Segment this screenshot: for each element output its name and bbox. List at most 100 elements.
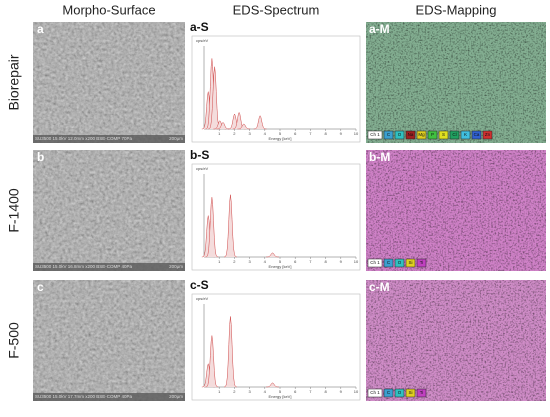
x-tick-label: 5 — [279, 131, 282, 136]
x-tick-label: 4 — [264, 389, 267, 394]
legend-swatch — [405, 130, 416, 140]
y-axis-label: cps/eV — [196, 296, 209, 301]
x-tick-label: 1 — [218, 131, 221, 136]
legend-label: O — [398, 132, 402, 137]
spectrum-peak — [237, 123, 251, 130]
sem-texture — [33, 280, 185, 401]
legend-label: Ch 1 — [370, 132, 380, 137]
legend-label: O — [398, 260, 402, 265]
x-tick-label: 8 — [324, 259, 327, 264]
x-tick-label: 8 — [324, 131, 327, 136]
x-tick-label: 8 — [324, 389, 327, 394]
legend-label: Cl — [452, 132, 456, 137]
sem-info-bar — [33, 393, 185, 401]
spectrum-peak — [265, 382, 279, 388]
map-grain — [366, 22, 546, 143]
x-tick-label: 10 — [354, 131, 359, 136]
legend-label: Na — [408, 132, 414, 137]
row-label: F-1400 — [6, 188, 22, 233]
sem-info-bar — [33, 263, 185, 271]
legend-label: P — [431, 132, 434, 137]
legend-label: Ch 1 — [370, 260, 380, 265]
spectrum-peak — [216, 122, 230, 130]
column-header: EDS-Mapping — [416, 2, 497, 17]
row-label: F-500 — [6, 322, 22, 359]
legend-label: C — [387, 390, 391, 395]
legend-label: S — [442, 132, 445, 137]
map-grain — [366, 150, 546, 271]
sem-info-bar — [33, 135, 185, 143]
sem-texture — [33, 22, 185, 143]
sem-info: SU3500 15.0kV 12.0mm x200 BSE-COMP 70Pa — [35, 136, 132, 141]
x-tick-label: 9 — [340, 389, 343, 394]
panel-tag: b-M — [369, 150, 390, 164]
spectrum-peak — [223, 194, 237, 258]
legend-label: Mg — [418, 132, 425, 137]
legend-label: Ch 1 — [370, 390, 380, 395]
legend-swatch — [394, 388, 405, 398]
panel-tag: a-M — [369, 22, 390, 36]
legend-label: Ca — [474, 132, 480, 137]
map-grain — [366, 280, 546, 401]
legend-label: Zn — [485, 132, 491, 137]
legend-swatch — [482, 130, 493, 140]
panel-tag: a-S — [190, 20, 209, 34]
spectrum-frame — [191, 293, 361, 401]
legend-label: C — [387, 132, 391, 137]
y-axis-label: cps/eV — [196, 38, 209, 43]
spectrum-peak — [205, 335, 219, 388]
legend-label: Si — [408, 260, 412, 265]
sem-info: SU3500 15.0kV 16.8mm x200 BSE-COMP 40Pa — [35, 264, 132, 269]
panel-tag: b-S — [190, 148, 209, 162]
x-tick-label: 2 — [233, 131, 236, 136]
column-header: EDS-Spectrum — [233, 2, 320, 17]
x-tick-label: 1 — [218, 259, 221, 264]
spectrum-peak — [265, 252, 279, 258]
x-axis-label: Energy [keV] — [269, 136, 292, 141]
x-tick-label: 7 — [309, 131, 312, 136]
x-tick-label: 9 — [340, 259, 343, 264]
spectrum-frame — [191, 163, 361, 271]
legend-swatch — [383, 130, 394, 140]
sem-info: SU3500 15.0kV 17.7mm x200 BSE-COMP 40Pa — [35, 394, 132, 399]
spectrum-peak — [253, 115, 267, 130]
legend-label: O — [398, 390, 402, 395]
legend-swatch — [367, 388, 383, 398]
x-tick-label: 10 — [354, 389, 359, 394]
column-header: Morpho-Surface — [62, 2, 155, 17]
legend-swatch — [405, 258, 416, 268]
legend-swatch — [449, 130, 460, 140]
spectrum-peak — [223, 316, 237, 388]
x-tick-label: 1 — [218, 389, 221, 394]
x-axis-label: Energy [keV] — [269, 394, 292, 399]
panel-tag: c-S — [190, 278, 209, 292]
scale-label: 200μm — [169, 136, 183, 141]
x-tick-label: 3 — [248, 259, 251, 264]
x-tick-label: 9 — [340, 131, 343, 136]
x-tick-label: 5 — [279, 389, 282, 394]
x-tick-label: 10 — [354, 259, 359, 264]
x-tick-label: 5 — [279, 259, 282, 264]
x-tick-label: 2 — [233, 389, 236, 394]
legend-label: Si — [408, 390, 412, 395]
legend-swatch — [367, 258, 383, 268]
x-tick-label: 7 — [309, 389, 312, 394]
legend-swatch — [394, 258, 405, 268]
x-tick-label: 3 — [248, 389, 251, 394]
x-axis-label: Energy [keV] — [269, 264, 292, 269]
scale-label: 200μm — [169, 394, 183, 399]
legend-label: K — [464, 132, 467, 137]
legend-swatch — [383, 258, 394, 268]
legend-swatch — [460, 130, 471, 140]
legend-swatch — [471, 130, 482, 140]
legend-label: Ti — [420, 390, 424, 395]
spectrum-peak — [205, 197, 219, 258]
x-tick-label: 4 — [264, 131, 267, 136]
panel-tag: c — [37, 280, 44, 294]
legend-label: C — [387, 260, 391, 265]
x-tick-label: 6 — [294, 259, 297, 264]
legend-swatch — [383, 388, 394, 398]
x-tick-label: 6 — [294, 131, 297, 136]
x-tick-label: 6 — [294, 389, 297, 394]
